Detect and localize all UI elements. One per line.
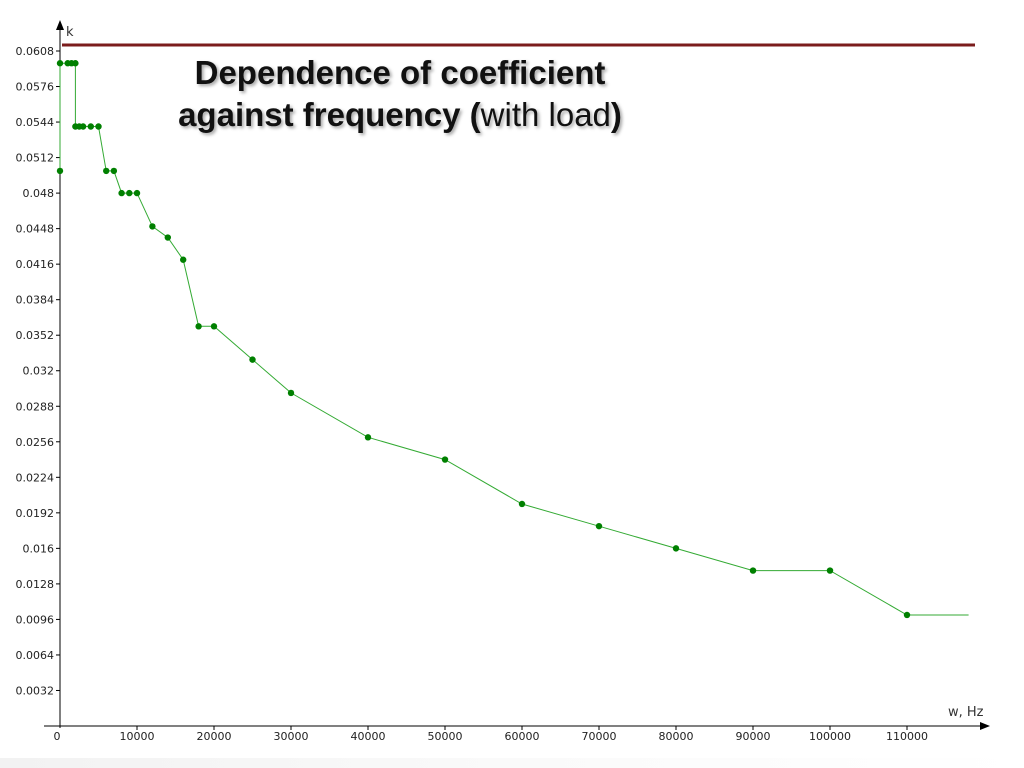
data-point <box>118 189 125 197</box>
data-point <box>249 356 256 363</box>
title-load-note: with load <box>480 96 611 133</box>
x-tick-label: 0 <box>54 730 61 743</box>
data-point <box>826 567 834 574</box>
data-point <box>56 60 64 67</box>
data-point <box>441 456 449 463</box>
x-tick-label: 60000 <box>505 730 540 743</box>
y-tick-label: 0.0224 <box>16 471 55 484</box>
y-tick-label: 0.0256 <box>16 436 55 449</box>
y-tick-label: 0.048 <box>23 187 55 200</box>
y-axis-ticks: 0.0032 0.0064 0.0096 0.0128 0.016 0.0192 0.022… <box>16 45 60 697</box>
data-point <box>180 256 187 263</box>
data-point <box>133 189 141 197</box>
y-tick-label: 0.0576 <box>16 81 55 94</box>
x-axis-label: w, Hz <box>948 705 984 720</box>
y-axis-label: k <box>66 25 74 40</box>
title-line-2: against frequency ( <box>178 96 481 133</box>
x-tick-label: 110000 <box>886 730 928 743</box>
series-points <box>56 60 911 619</box>
data-point <box>56 167 64 175</box>
y-axis-arrow <box>56 20 64 30</box>
y-tick-label: 0.0608 <box>16 45 55 58</box>
data-point <box>195 323 202 330</box>
x-axis-arrow <box>980 722 990 730</box>
y-tick-label: 0.0352 <box>16 329 55 342</box>
x-axis-ticks: 0 10000 20000 30000 40000 50000 60000 70000 8000… <box>54 726 928 743</box>
title-close-paren: ) <box>610 96 622 133</box>
data-point <box>903 611 911 619</box>
x-tick-label: 30000 <box>274 730 309 743</box>
data-point <box>149 223 156 230</box>
data-point <box>126 189 133 197</box>
y-tick-label: 0.0064 <box>16 649 55 662</box>
footer-band <box>0 758 1024 768</box>
data-point <box>87 123 95 130</box>
data-point <box>672 545 680 552</box>
series-line <box>59 62 969 616</box>
y-tick-label: 0.0416 <box>16 258 55 271</box>
data-point <box>72 60 79 67</box>
slide-title: Dependence of coefficient against freque… <box>100 52 700 136</box>
y-tick-label: 0.0544 <box>16 116 55 129</box>
y-tick-label: 0.0192 <box>16 507 55 520</box>
title-line-1: Dependence of coefficient <box>194 54 606 91</box>
data-point <box>287 389 295 397</box>
y-tick-label: 0.0384 <box>16 294 55 307</box>
y-tick-label: 0.016 <box>23 542 55 555</box>
y-tick-label: 0.0096 <box>16 613 55 626</box>
data-point <box>518 500 526 508</box>
data-point <box>95 123 102 130</box>
data-point <box>79 123 87 130</box>
x-tick-label: 40000 <box>351 730 386 743</box>
x-tick-label: 90000 <box>736 730 771 743</box>
data-point <box>595 522 603 530</box>
y-tick-label: 0.0512 <box>16 152 55 165</box>
data-point <box>110 167 118 175</box>
y-tick-label: 0.0448 <box>16 223 55 236</box>
y-tick-label: 0.0032 <box>16 684 55 697</box>
data-point <box>364 434 372 441</box>
data-point <box>103 167 110 175</box>
data-point <box>164 234 171 241</box>
y-tick-label: 0.0128 <box>16 578 55 591</box>
x-tick-label: 100000 <box>809 730 851 743</box>
y-tick-label: 0.032 <box>23 365 55 378</box>
x-tick-label: 10000 <box>120 730 155 743</box>
data-point <box>749 567 757 574</box>
x-tick-label: 50000 <box>428 730 463 743</box>
y-tick-label: 0.0288 <box>16 400 55 413</box>
data-point <box>210 323 218 330</box>
x-tick-label: 80000 <box>659 730 694 743</box>
x-tick-label: 20000 <box>197 730 232 743</box>
x-tick-label: 70000 <box>582 730 617 743</box>
